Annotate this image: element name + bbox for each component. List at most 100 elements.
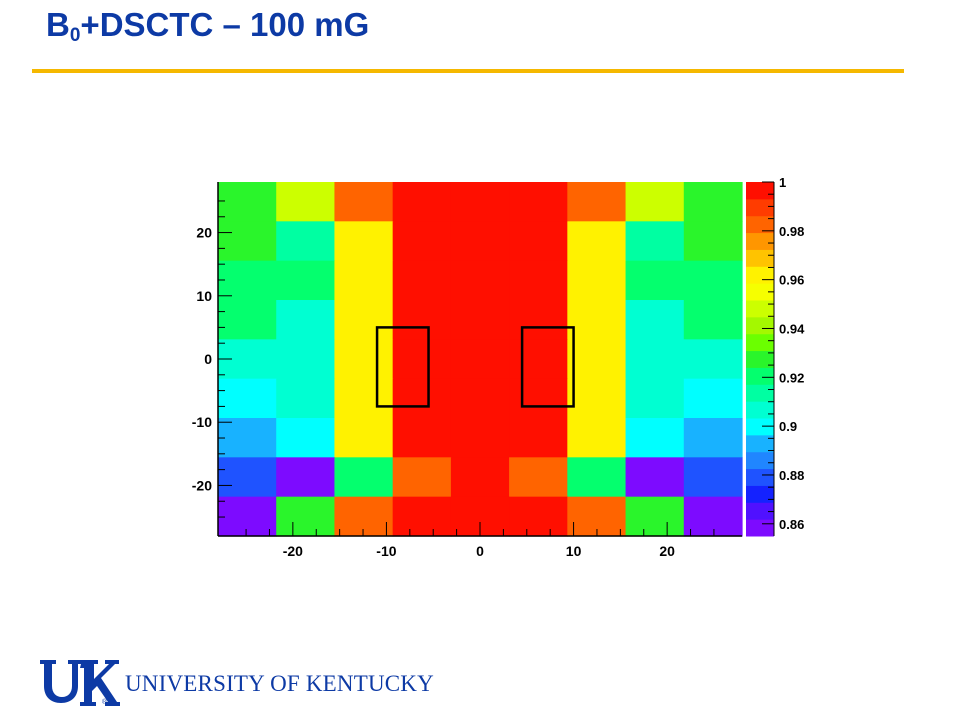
heatmap-cell bbox=[276, 182, 336, 222]
heatmap-cell bbox=[218, 260, 277, 301]
heatmap-cell bbox=[276, 300, 336, 340]
heatmap-cell bbox=[450, 378, 510, 419]
palette-swatch bbox=[746, 249, 774, 267]
title-subscript: 0 bbox=[69, 25, 81, 46]
heatmap-cell bbox=[276, 221, 336, 262]
palette-swatch bbox=[746, 367, 774, 385]
university-name: UNIVERSITY OF KENTUCKY bbox=[125, 671, 434, 696]
y-tick-label: -10 bbox=[192, 414, 212, 430]
heatmap-cell bbox=[509, 300, 568, 340]
palette-swatch bbox=[746, 182, 774, 200]
heatmap-cell bbox=[334, 260, 394, 301]
palette-swatch bbox=[746, 468, 774, 486]
y-tick-label: 10 bbox=[196, 288, 212, 304]
heatmap-cell bbox=[392, 260, 452, 301]
heatmap-cell bbox=[276, 496, 336, 537]
heatmap-cell bbox=[392, 300, 452, 340]
heatmap-cell bbox=[567, 418, 627, 458]
heatmap-cell bbox=[276, 260, 336, 301]
heatmap-cell bbox=[218, 418, 277, 458]
heatmap-cell bbox=[334, 300, 394, 340]
heatmap-cell bbox=[450, 182, 510, 222]
x-tick-label: -20 bbox=[283, 543, 303, 559]
heatmap-cell bbox=[218, 182, 277, 222]
heatmap-cells bbox=[218, 182, 743, 537]
palette-tick-label: 0.86 bbox=[779, 517, 804, 532]
heatmap-cell bbox=[392, 221, 452, 262]
heatmap-cell bbox=[392, 418, 452, 458]
heatmap-cell bbox=[334, 221, 394, 262]
heatmap-cell bbox=[218, 300, 277, 340]
palette-swatch bbox=[746, 384, 774, 402]
heatmap-cell bbox=[450, 260, 510, 301]
heatmap-cell bbox=[334, 339, 394, 380]
heatmap-cell bbox=[509, 221, 568, 262]
heatmap-cell bbox=[683, 378, 743, 419]
palette-swatch bbox=[746, 350, 774, 368]
heatmap-chart: -20 -10 0 10 20 20 10 0 -10 -20 1 0.98 0.96 0.94 0.9… bbox=[192, 175, 805, 559]
heatmap-cell bbox=[625, 457, 685, 498]
palette-swatch bbox=[746, 232, 774, 250]
palette-swatch bbox=[746, 316, 774, 335]
palette-tick-label: 0.92 bbox=[779, 370, 804, 385]
heatmap-cell bbox=[509, 182, 568, 222]
heatmap-cell bbox=[334, 496, 394, 537]
palette-swatch bbox=[746, 434, 774, 453]
heatmap-cell bbox=[625, 339, 685, 380]
heatmap-cell bbox=[625, 418, 685, 458]
heatmap-cell bbox=[683, 496, 743, 537]
palette-swatch bbox=[746, 485, 774, 503]
uk-logo-mark-icon: ® bbox=[40, 660, 120, 706]
heatmap-cell bbox=[625, 182, 685, 222]
palette-swatch bbox=[746, 266, 774, 284]
heatmap-cell bbox=[509, 378, 568, 419]
y-tick-label: 20 bbox=[196, 225, 212, 241]
heatmap-cell bbox=[218, 457, 277, 498]
palette-tick-label: 1 bbox=[779, 175, 786, 190]
heatmap-cell bbox=[567, 378, 627, 419]
palette-tick-label: 0.88 bbox=[779, 468, 804, 483]
palette-swatch bbox=[746, 215, 774, 234]
region-box bbox=[375, 326, 430, 408]
heatmap-cell bbox=[392, 339, 452, 380]
heatmap-cell bbox=[567, 260, 627, 301]
slide-title: B0+DSCTC – 100 mG bbox=[46, 6, 369, 47]
title-divider bbox=[32, 69, 904, 73]
heatmap-cell bbox=[450, 418, 510, 458]
heatmap-cell bbox=[334, 378, 394, 419]
heatmap-cell bbox=[509, 418, 568, 458]
heatmap-cell bbox=[276, 339, 336, 380]
heatmap-cell bbox=[683, 339, 743, 380]
palette-tick-label: 0.98 bbox=[779, 224, 804, 239]
heatmap-cell bbox=[509, 339, 568, 380]
region-box bbox=[520, 326, 575, 408]
heatmap-cell bbox=[567, 339, 627, 380]
heatmap-cell bbox=[625, 496, 685, 537]
heatmap-cell bbox=[509, 496, 568, 537]
heatmap-cell bbox=[392, 182, 452, 222]
heatmap-cell bbox=[683, 300, 743, 340]
x-tick-label: 0 bbox=[476, 543, 484, 559]
palette-swatch bbox=[746, 502, 774, 520]
heatmap-cell bbox=[683, 221, 743, 262]
heatmap-cell bbox=[450, 221, 510, 262]
title-main: B bbox=[46, 6, 70, 43]
heatmap-cell bbox=[625, 221, 685, 262]
heatmap-cell bbox=[509, 457, 568, 498]
palette-swatch bbox=[746, 333, 774, 352]
heatmap-cell bbox=[450, 457, 510, 498]
heatmap-cell bbox=[567, 457, 627, 498]
heatmap-cell bbox=[334, 457, 394, 498]
heatmap-cell bbox=[334, 418, 394, 458]
heatmap-cell bbox=[218, 378, 277, 419]
heatmap-cell bbox=[683, 260, 743, 301]
heatmap-cell bbox=[625, 300, 685, 340]
palette-tick-label: 0.96 bbox=[779, 273, 804, 288]
palette-tick-label: 0.94 bbox=[779, 321, 805, 336]
title-rest: +DSCTC – 100 mG bbox=[80, 6, 370, 43]
y-axis-ticks: 20 10 0 -10 -20 bbox=[192, 200, 232, 518]
heatmap-cell bbox=[625, 378, 685, 419]
x-tick-label: 10 bbox=[566, 543, 582, 559]
heatmap-cell bbox=[567, 300, 627, 340]
palette-swatch bbox=[746, 300, 774, 318]
